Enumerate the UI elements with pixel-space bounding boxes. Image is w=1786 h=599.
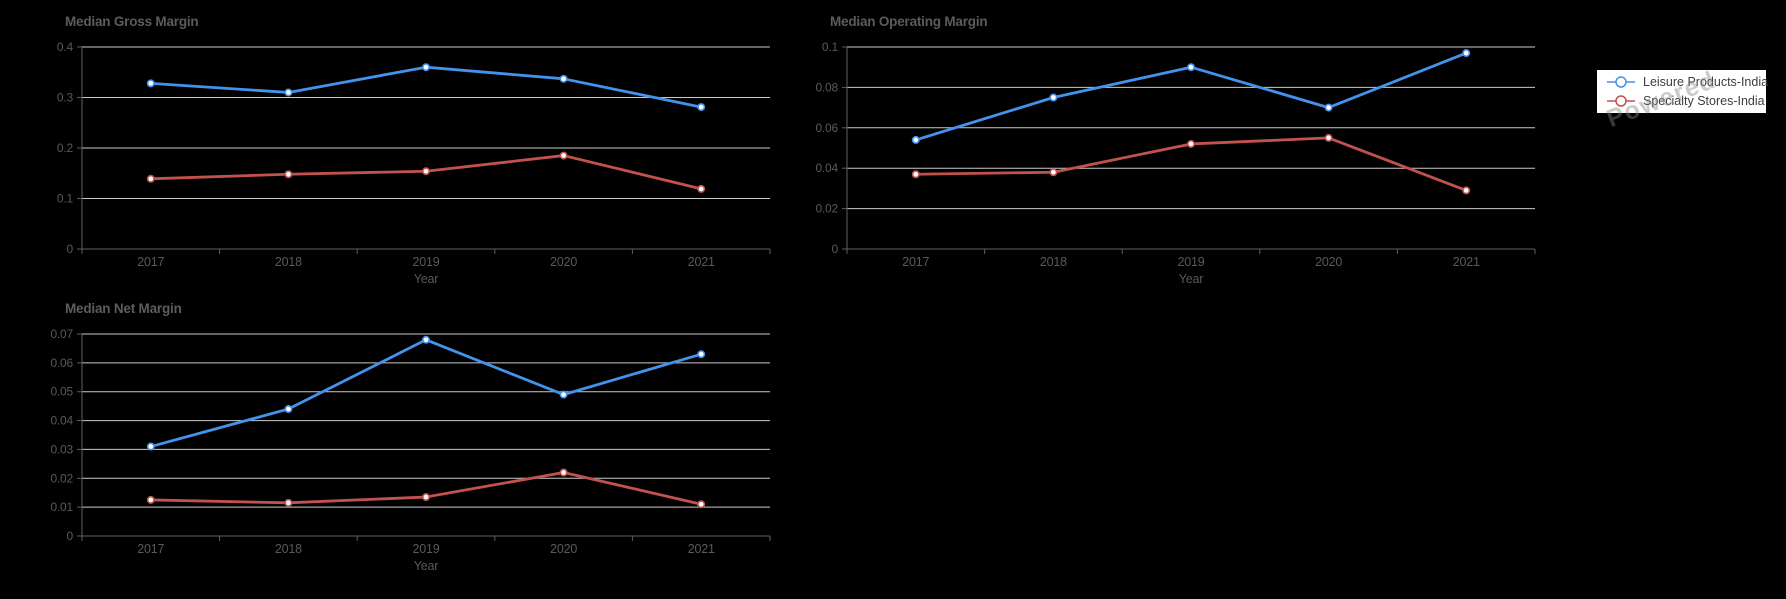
x-axis-title: Year bbox=[414, 272, 438, 286]
data-point[interactable] bbox=[559, 468, 568, 477]
x-axis-label: 2019 bbox=[412, 542, 439, 556]
x-axis-label: 2020 bbox=[550, 542, 577, 556]
x-axis-label: 2019 bbox=[412, 255, 439, 269]
x-axis-label: 2019 bbox=[1177, 255, 1204, 269]
y-axis-label: 0 bbox=[67, 529, 74, 543]
data-point[interactable] bbox=[421, 335, 430, 344]
data-point[interactable] bbox=[284, 498, 293, 507]
legend-item-label: Specialty Stores-India bbox=[1643, 93, 1765, 108]
data-point[interactable] bbox=[697, 184, 706, 193]
data-point[interactable] bbox=[1049, 93, 1058, 102]
y-axis-label: 0.1 bbox=[57, 192, 74, 206]
data-point[interactable] bbox=[697, 350, 706, 359]
data-point[interactable] bbox=[284, 88, 293, 97]
legend-item-label: Leisure Products-India bbox=[1643, 75, 1769, 90]
y-axis-label: 0.02 bbox=[815, 202, 838, 216]
chart-title: Median Operating Margin bbox=[830, 14, 987, 29]
x-axis-label: 2020 bbox=[1315, 255, 1342, 269]
median-operating-margin-chart[interactable]: 0 0.02 0.04 0.06 0.08 0.1 2017 2018 2019 2020 2021… bbox=[765, 0, 1555, 292]
y-axis-label: 0.06 bbox=[50, 356, 73, 370]
x-axis-label: 2021 bbox=[1453, 255, 1480, 269]
x-axis-label: 2017 bbox=[902, 255, 929, 269]
data-point[interactable] bbox=[1324, 133, 1333, 142]
series-line bbox=[149, 338, 703, 448]
x-axis-title: Year bbox=[1179, 272, 1203, 286]
y-axis-label: 0.07 bbox=[50, 327, 73, 341]
data-point[interactable] bbox=[911, 170, 920, 179]
data-point[interactable] bbox=[284, 170, 293, 179]
y-axis-label: 0.1 bbox=[822, 40, 839, 54]
data-point[interactable] bbox=[559, 390, 568, 399]
x-axis-label: 2018 bbox=[1040, 255, 1067, 269]
line-circle-marker-icon bbox=[1607, 76, 1635, 88]
data-point[interactable] bbox=[559, 74, 568, 83]
line-circle-marker-icon bbox=[1607, 95, 1635, 107]
data-point[interactable] bbox=[146, 174, 155, 183]
chart-title: Median Net Margin bbox=[65, 301, 182, 316]
data-point[interactable] bbox=[911, 135, 920, 144]
x-axis-label: 2017 bbox=[137, 255, 164, 269]
x-axis-label: 2018 bbox=[275, 255, 302, 269]
y-axis-label: 0.08 bbox=[815, 80, 838, 94]
data-point[interactable] bbox=[697, 103, 706, 112]
data-point[interactable] bbox=[421, 63, 430, 72]
y-axis-label: 0.02 bbox=[50, 471, 73, 485]
legend: Leisure Products-India Specialty Stores-… bbox=[1597, 70, 1768, 113]
chart-title: Median Gross Margin bbox=[65, 14, 198, 29]
y-axis-label: 0 bbox=[832, 242, 839, 256]
x-axis-label: 2018 bbox=[275, 542, 302, 556]
y-axis-label: 0.2 bbox=[57, 141, 74, 155]
median-gross-margin-chart[interactable]: 0 0.1 0.2 0.3 0.4 2017 2018 2019 2020 2021 Year Med… bbox=[0, 0, 790, 292]
x-axis-title: Year bbox=[414, 559, 438, 573]
data-point[interactable] bbox=[421, 167, 430, 176]
y-axis-label: 0 bbox=[67, 242, 74, 256]
y-axis-label: 0.04 bbox=[815, 161, 838, 175]
legend-item-leisure-products-india[interactable]: Leisure Products-India bbox=[1606, 73, 1768, 92]
y-axis-label: 0.06 bbox=[815, 121, 838, 135]
y-axis-label: 0.01 bbox=[50, 500, 73, 514]
data-point[interactable] bbox=[146, 79, 155, 88]
data-point[interactable] bbox=[1462, 186, 1471, 195]
data-point[interactable] bbox=[559, 151, 568, 160]
median-net-margin-chart[interactable]: 0 0.01 0.02 0.03 0.04 0.05 0.06 0.07 2017 2018 201… bbox=[0, 287, 790, 579]
x-axis-label: 2017 bbox=[137, 542, 164, 556]
data-point[interactable] bbox=[146, 442, 155, 451]
data-point[interactable] bbox=[697, 500, 706, 509]
y-axis-label: 0.03 bbox=[50, 442, 73, 456]
x-axis-label: 2020 bbox=[550, 255, 577, 269]
data-point[interactable] bbox=[421, 493, 430, 502]
x-axis-label: 2021 bbox=[688, 542, 715, 556]
data-point[interactable] bbox=[1324, 103, 1333, 112]
y-axis-label: 0.04 bbox=[50, 414, 73, 428]
y-axis-label: 0.05 bbox=[50, 385, 73, 399]
y-axis-label: 0.4 bbox=[57, 40, 74, 54]
series-line bbox=[149, 65, 703, 109]
y-axis-label: 0.3 bbox=[57, 91, 74, 105]
data-point[interactable] bbox=[284, 405, 293, 414]
legend-item-specialty-stores-india[interactable]: Specialty Stores-India bbox=[1606, 92, 1765, 111]
data-point[interactable] bbox=[1186, 63, 1195, 72]
x-axis-label: 2021 bbox=[688, 255, 715, 269]
data-point[interactable] bbox=[1049, 168, 1058, 177]
data-point[interactable] bbox=[146, 495, 155, 504]
data-point[interactable] bbox=[1186, 139, 1195, 148]
data-point[interactable] bbox=[1462, 49, 1471, 58]
